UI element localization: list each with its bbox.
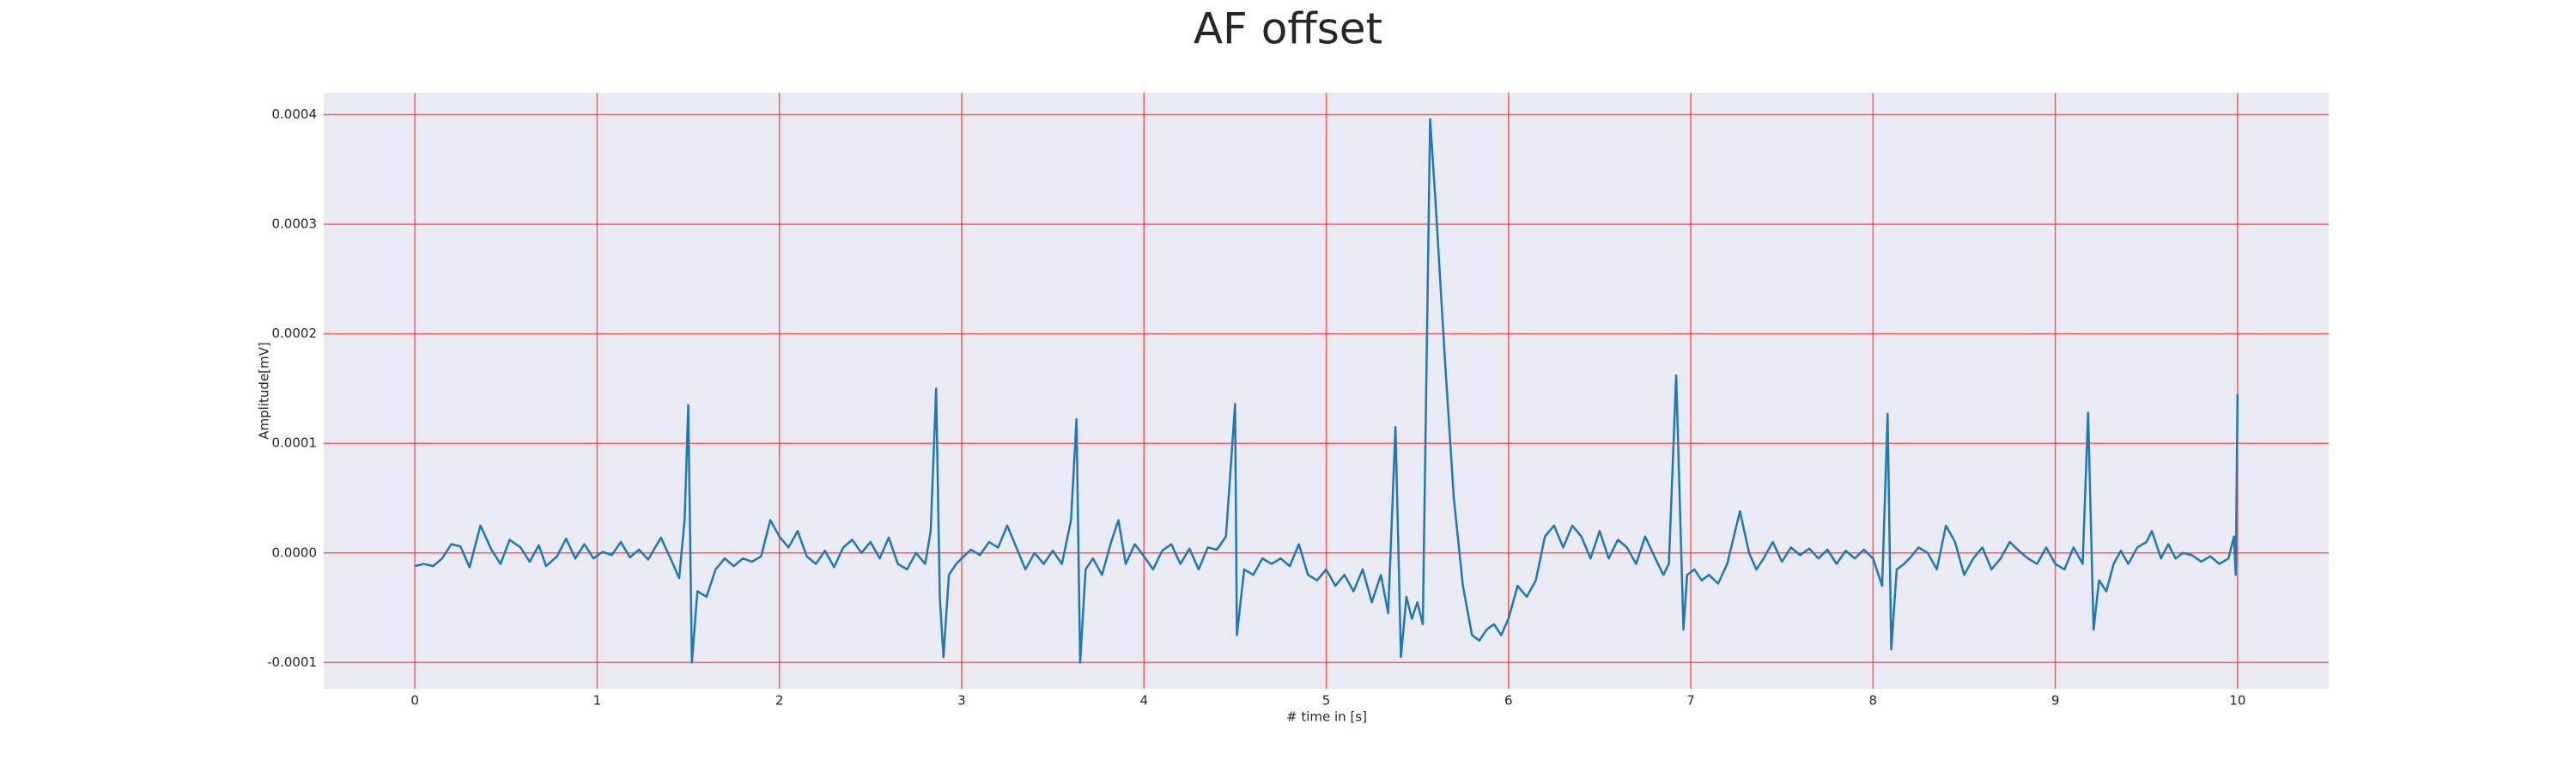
x-tick-label: 9 [2051,693,2060,709]
x-tick-label: 2 [775,693,784,709]
y-tick-label: 0.0002 [272,326,318,341]
y-tick-label: -0.0001 [267,654,317,670]
x-tick-label: 7 [1686,693,1695,709]
y-tick-label: 0.0003 [272,216,318,232]
x-tick-label: 4 [1139,693,1148,709]
x-axis-label: # time in [s] [1286,709,1367,725]
y-tick-label: 0.0000 [272,545,318,560]
x-tick-label: 1 [593,693,602,709]
line-series [414,118,2239,664]
y-axis-label: Amplitude[mV] [257,342,272,439]
x-tick-label: 0 [410,693,419,709]
x-tick-label: 6 [1504,693,1513,709]
y-tick-label: 0.0004 [272,107,318,122]
x-tick-label: 10 [2229,693,2245,709]
x-tick-label: 8 [1869,693,1878,709]
y-tick-label: 0.0001 [272,435,318,451]
x-tick-label: 5 [1322,693,1331,709]
chart-title: AF offset [1194,4,1382,54]
x-tick-label: 3 [957,693,966,709]
